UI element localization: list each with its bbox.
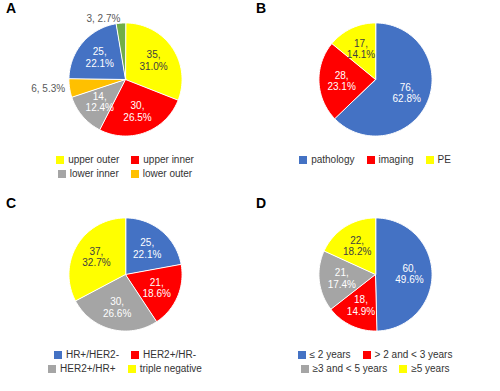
html-text:≥3 and < 5 years: ≥3 and < 5 years bbox=[312, 363, 388, 374]
html-text:HR+/HER2-: HR+/HER2- bbox=[65, 349, 119, 360]
html-text:HER2+/HR+: HER2+/HR+ bbox=[60, 363, 116, 374]
svg-text:30,26.5%: 30,26.5% bbox=[123, 100, 151, 123]
svg-text:17,14.1%: 17,14.1% bbox=[347, 38, 375, 61]
html-text:HER2+/HR-: HER2+/HR- bbox=[143, 349, 197, 360]
svg-text:18,14.9%: 18,14.9% bbox=[347, 294, 375, 317]
html-text:imaging: imaging bbox=[378, 154, 414, 165]
html-text:PE: PE bbox=[437, 154, 451, 165]
svg-text:14,12.4%: 14,12.4% bbox=[86, 91, 114, 114]
html-text:≥5 years: ≥5 years bbox=[411, 363, 450, 374]
html-text:> 2 and < 3 years: > 2 and < 3 years bbox=[374, 349, 453, 360]
html-text:C: C bbox=[6, 195, 17, 211]
html-text:B: B bbox=[256, 0, 267, 16]
svg-text:25,22.1%: 25,22.1% bbox=[86, 46, 114, 69]
svg-text:30,26.6%: 30,26.6% bbox=[103, 296, 131, 319]
html-text:pathology: pathology bbox=[311, 154, 355, 165]
html-text:lower outer: lower outer bbox=[142, 168, 193, 179]
svg-text:25,22.1%: 25,22.1% bbox=[133, 237, 161, 260]
svg-text:60,49.6%: 60,49.6% bbox=[395, 263, 423, 286]
html-text:≤ 2 years: ≤ 2 years bbox=[309, 349, 351, 360]
html-text:D: D bbox=[256, 195, 267, 211]
html-text:lower inner: lower inner bbox=[69, 168, 119, 179]
svg-text:21,18.6%: 21,18.6% bbox=[143, 277, 171, 300]
svg-text:37,32.7%: 37,32.7% bbox=[82, 246, 110, 268]
html-text:A: A bbox=[6, 0, 17, 16]
svg-text:21,17.4%: 21,17.4% bbox=[328, 267, 356, 290]
html-text:triple negative: triple negative bbox=[139, 363, 202, 374]
svg-text:28,23.1%: 28,23.1% bbox=[327, 70, 355, 93]
html-text:upper inner: upper inner bbox=[143, 154, 194, 165]
svg-text:76,62.8%: 76,62.8% bbox=[393, 82, 421, 105]
svg-text:6, 5.3%: 6, 5.3% bbox=[31, 83, 65, 94]
html-text:upper outer: upper outer bbox=[68, 154, 120, 165]
svg-text:22,18.2%: 22,18.2% bbox=[343, 235, 371, 258]
svg-text:3, 2.7%: 3, 2.7% bbox=[86, 13, 120, 24]
svg-text:35,31.0%: 35,31.0% bbox=[139, 49, 167, 72]
